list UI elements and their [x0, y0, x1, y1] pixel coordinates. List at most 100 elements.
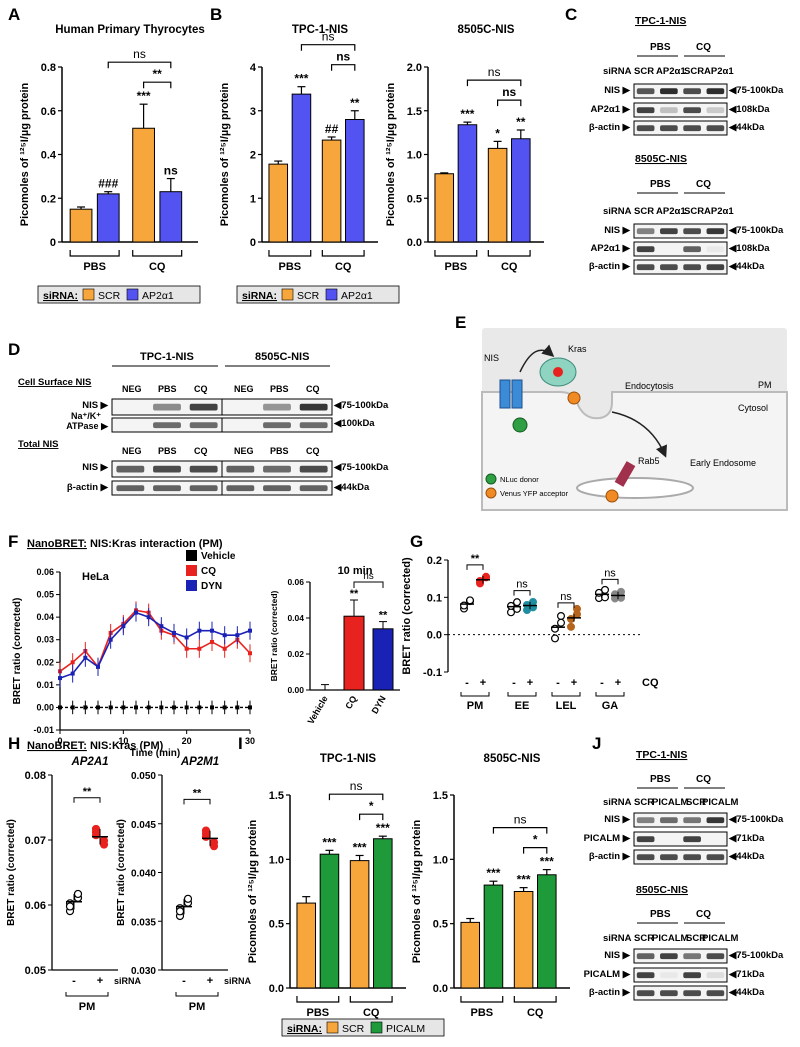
- d-row-atpase-2: ATPase ▶: [66, 421, 109, 431]
- band: [660, 990, 678, 997]
- data-point: [65, 902, 75, 911]
- panel-letter-c: C: [565, 5, 577, 24]
- data-point: [73, 889, 83, 899]
- y-tick-label: 0.02: [287, 649, 304, 659]
- band: [683, 264, 701, 271]
- lane-scr: SCR: [634, 206, 654, 217]
- comparison-bracket: [353, 581, 384, 588]
- lane-picalm: PICALM: [702, 933, 739, 944]
- y-axis-label: Picomoles of ¹²⁵I/µg protein: [385, 82, 397, 226]
- legend-b: siRNA: SCR AP2α1: [236, 285, 400, 304]
- data-point: [134, 610, 138, 615]
- bracket-label: ns: [502, 85, 516, 99]
- y-tick-label: 0.0: [407, 237, 422, 249]
- row-actin: β-actin ▶: [589, 261, 632, 272]
- band: [636, 264, 655, 271]
- legend-picalm: PICALM: [386, 1023, 425, 1035]
- y-tick-label: 0.035: [131, 917, 156, 928]
- lane-ap2: AP2α1: [704, 206, 734, 217]
- comparison-bracket: [300, 44, 356, 51]
- bracket-label: ns: [604, 567, 616, 579]
- comparison-bracket: [466, 564, 484, 570]
- row-nis: NIS ▶: [604, 950, 631, 961]
- band: [706, 990, 725, 997]
- lane-ap2: AP2α1: [656, 206, 686, 217]
- panel-letter-a: A: [8, 5, 20, 24]
- panel-letter-b: B: [210, 5, 222, 24]
- y-tick-label: 0.5: [433, 919, 448, 931]
- group-bracket: [69, 250, 120, 257]
- bracket-label: **: [193, 787, 202, 799]
- blot-actin: [633, 120, 728, 136]
- y-tick-label: 0.00: [287, 685, 304, 695]
- panel-letter-h: H: [8, 734, 20, 753]
- kda-nis: ◀75-100kDa: [728, 950, 784, 961]
- h-heading: NanoBRET: NIS:Kras (PM): [27, 740, 164, 752]
- y-tick-label: 0.2: [41, 193, 56, 205]
- band: [116, 465, 145, 473]
- group-bracket: [460, 996, 504, 1003]
- band: [683, 854, 701, 861]
- series-line-cq: [59, 609, 251, 672]
- comparison-bracket: [601, 578, 619, 585]
- y-axis-label: Picomoles of ¹²⁵I/µg protein: [219, 82, 231, 226]
- kda-nis: ◀75-100kDa: [728, 814, 784, 825]
- d-lane-neg: NEG: [122, 384, 142, 394]
- e-label-rab5: Rab5: [638, 456, 660, 466]
- y-axis-label: Picomoles of ¹²⁵I/µg protein: [247, 819, 259, 963]
- y-tick-label: 0: [50, 237, 56, 249]
- chart-title: 8505C-NIS: [458, 24, 515, 36]
- row-actin: β-actin ▶: [589, 987, 632, 998]
- nis-transporter-icon: [499, 379, 511, 409]
- x-tick-label: -: [72, 975, 76, 987]
- d-lane-pbs: PBS: [158, 384, 177, 394]
- group-label: PBS: [279, 261, 302, 273]
- kda-actin: ◀44kDa: [728, 122, 765, 133]
- label-cq: CQ: [696, 42, 711, 53]
- data-point: [96, 705, 100, 710]
- data-point: [235, 705, 240, 710]
- bar: [268, 163, 289, 243]
- bracket-label: ns: [363, 571, 374, 582]
- group-label: CQ: [149, 261, 166, 273]
- chart-title: TPC-1-NIS: [292, 24, 349, 36]
- bar: [483, 884, 504, 989]
- bracket-label: **: [153, 67, 163, 81]
- legend-nluc-icon: [485, 473, 497, 485]
- e-label-pm: PM: [758, 380, 772, 390]
- lane-scr: SCR: [686, 797, 706, 808]
- band: [636, 246, 655, 253]
- group-bracket: [65, 992, 109, 997]
- interaction-arrow: [519, 344, 555, 373]
- y-tick-label: 0.04: [287, 613, 304, 623]
- data-point: [159, 705, 164, 710]
- band: [153, 465, 181, 473]
- sirna-label: siRNA: [224, 976, 252, 986]
- d-lane-cq: CQ: [306, 384, 320, 394]
- chart-title: Human Primary Thyrocytes: [55, 24, 205, 36]
- data-point: [556, 611, 565, 620]
- y-tick-label: 0.040: [131, 869, 156, 880]
- kda-actin: ◀44kDa: [728, 261, 765, 272]
- blot-nis: [633, 948, 728, 964]
- lane-ap2: AP2α1: [656, 66, 686, 77]
- y-tick-label: 0.05: [25, 965, 46, 977]
- comparison-bracket: [492, 827, 548, 834]
- chart-title: 8505C-NIS: [484, 753, 541, 765]
- d-lane-pbs: PBS: [158, 446, 177, 456]
- band: [189, 422, 218, 429]
- panel-letter-j: J: [592, 734, 601, 753]
- group-label: PM: [189, 1001, 206, 1013]
- comparison-bracket: [497, 99, 522, 107]
- group-label: EE: [515, 700, 530, 712]
- bracket-label: ns: [336, 50, 350, 64]
- significance-label: **: [350, 96, 360, 110]
- lane-scr: SCR: [634, 797, 654, 808]
- band: [660, 88, 678, 95]
- bracket-label: ns: [488, 65, 501, 79]
- band: [706, 125, 725, 132]
- significance-label: ***: [137, 89, 151, 103]
- band: [636, 107, 655, 114]
- x-tick-label: -: [512, 677, 516, 689]
- row-actin: β-actin ▶: [589, 122, 632, 133]
